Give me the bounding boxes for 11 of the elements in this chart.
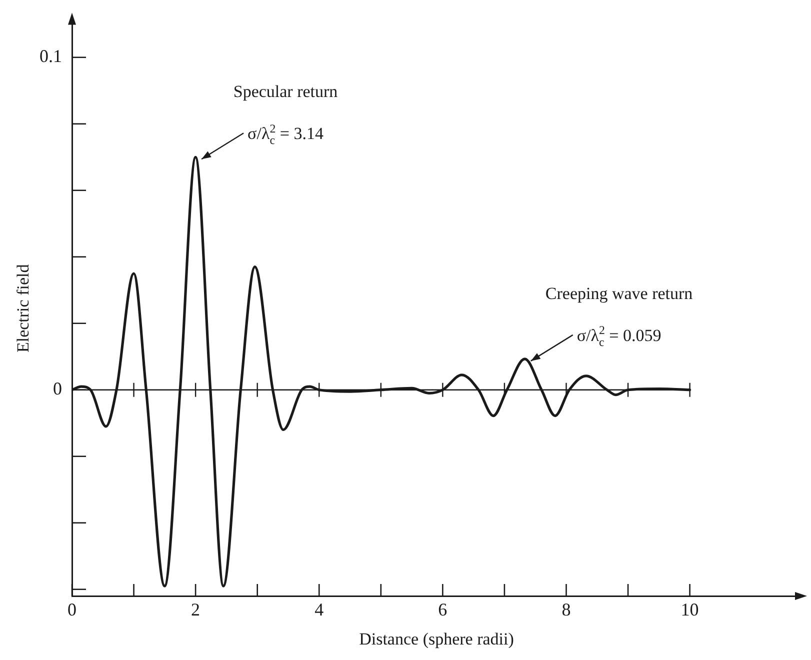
x-tick-label: 0 <box>68 600 76 620</box>
x-axis-title: Distance (sphere radii) <box>359 629 514 648</box>
y-tick-label: 0.1 <box>40 46 62 66</box>
x-tick-label: 4 <box>314 600 324 620</box>
annotation: Creeping wave return <box>545 284 694 303</box>
annotation: Specular return <box>233 82 338 102</box>
y-axis-title: Electric field <box>14 264 33 353</box>
x-tick-label: 6 <box>438 600 448 620</box>
x-tick-label: 2 <box>191 600 200 620</box>
x-tick-label: 8 <box>562 600 571 620</box>
x-tick-label: 10 <box>680 600 699 620</box>
